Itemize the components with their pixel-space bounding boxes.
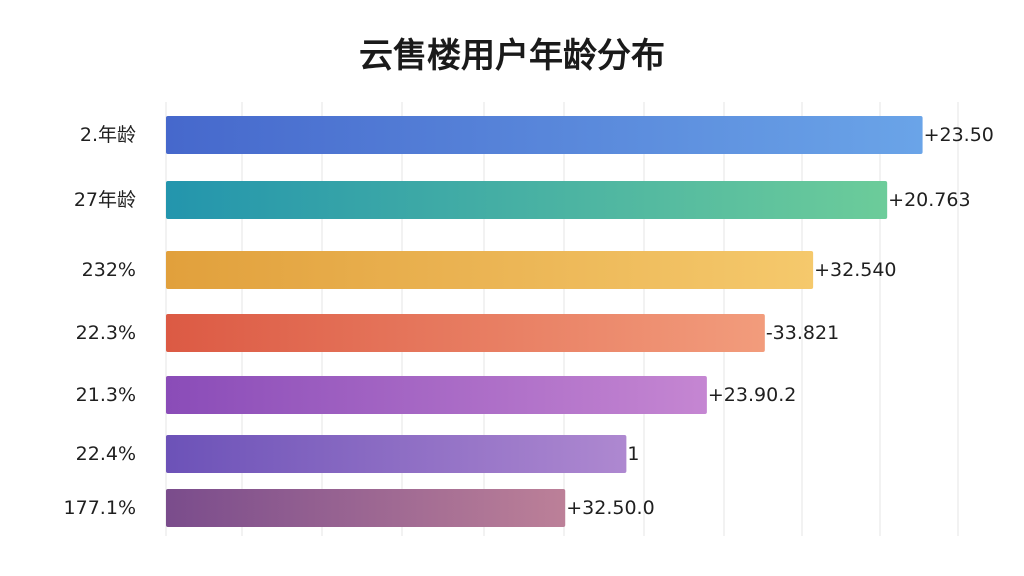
bar <box>166 435 627 473</box>
category-label: 27年龄 <box>74 189 136 211</box>
value-label: 1 <box>627 443 639 465</box>
bar <box>166 376 707 414</box>
bar <box>166 181 888 219</box>
bar <box>166 489 566 527</box>
chart-title: 云售楼用户年龄分布 <box>359 36 665 76</box>
bar <box>166 251 814 289</box>
category-label: 232% <box>82 259 136 281</box>
value-label: +20.763 <box>888 189 970 211</box>
category-label: 22.4% <box>76 443 136 465</box>
bar <box>166 314 765 352</box>
category-label: 22.3% <box>76 322 136 344</box>
value-label: +23.50 <box>924 124 994 146</box>
value-label: +32.50.0 <box>566 497 654 519</box>
value-label: -33.821 <box>766 322 839 344</box>
category-label: 177.1% <box>64 497 136 519</box>
bars <box>166 116 923 527</box>
labels: 2.年龄 +23.50 27年龄 +20.763 232% +32.540 22.3% -33… <box>64 124 994 519</box>
value-label: +23.90.2 <box>708 384 796 406</box>
value-label: +32.540 <box>814 259 896 281</box>
bar <box>166 116 923 154</box>
category-label: 2.年龄 <box>80 124 136 146</box>
category-label: 21.3% <box>76 384 136 406</box>
